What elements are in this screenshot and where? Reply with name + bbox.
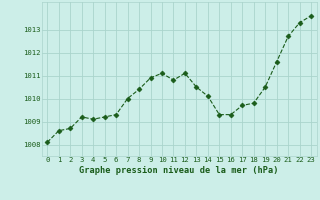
X-axis label: Graphe pression niveau de la mer (hPa): Graphe pression niveau de la mer (hPa)	[79, 166, 279, 175]
